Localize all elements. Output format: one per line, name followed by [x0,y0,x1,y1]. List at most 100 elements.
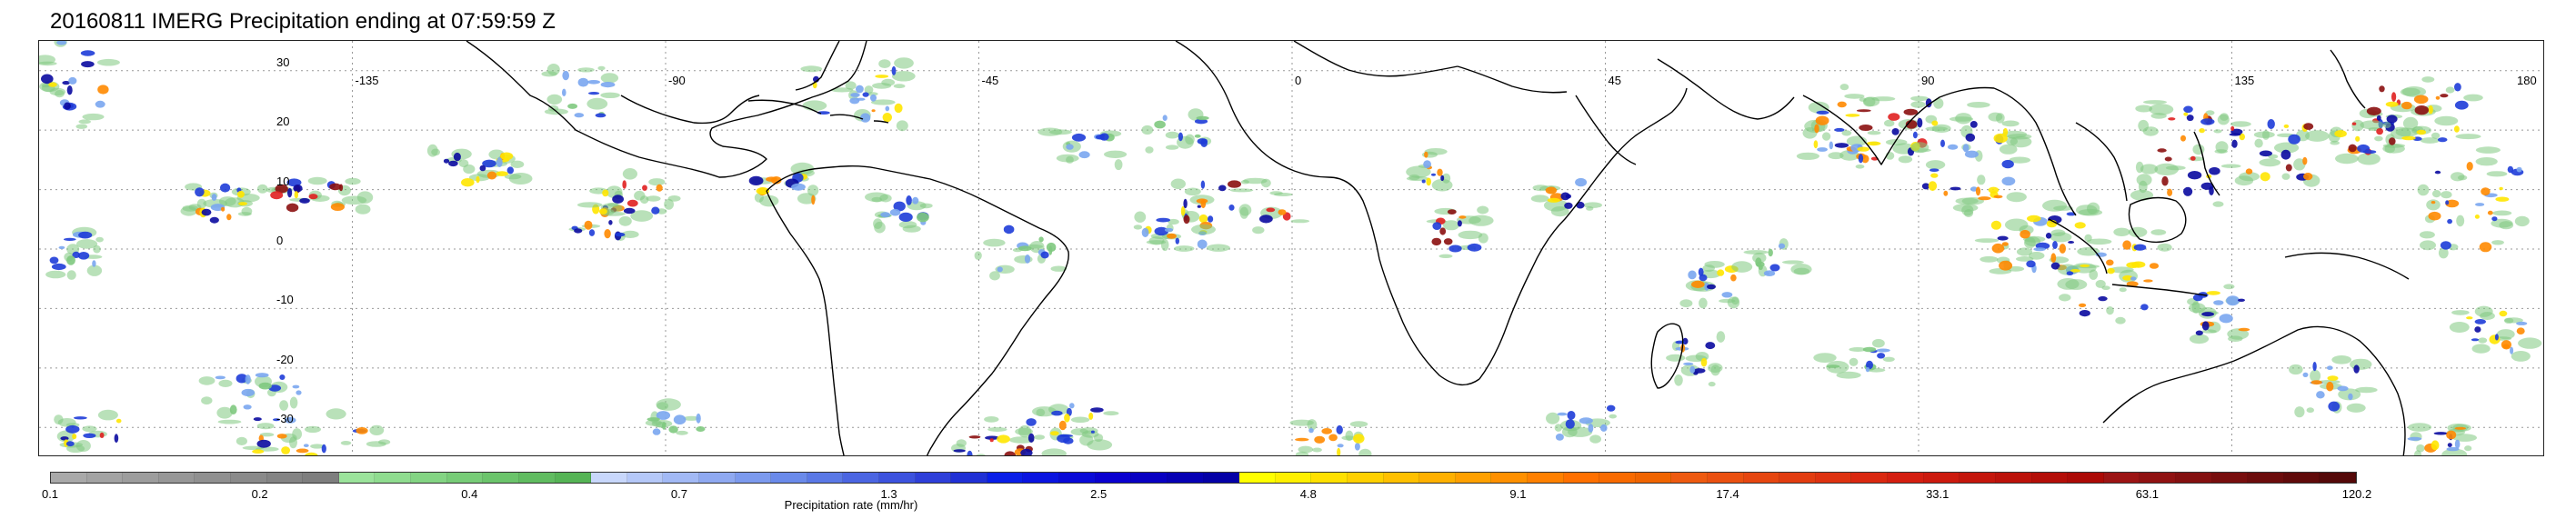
precip-cell [871,109,876,113]
precip-cell [2446,430,2457,440]
precip-cell [1191,224,1216,235]
map-canvas [39,41,2543,455]
precip-cell [896,120,908,132]
precip-cell [1154,226,1169,236]
precip-cell [2305,130,2330,142]
precip-cell [201,208,212,216]
precip-cell [2001,130,2028,138]
precip-cell [2059,244,2066,254]
precip-cell [2122,240,2131,250]
precip-cell [1910,142,1929,154]
precip-cell [1078,151,1090,159]
precip-cell [2066,271,2074,275]
precip-cell [917,212,929,223]
precip-cell [2070,269,2080,273]
precip-cell [1183,198,1188,209]
precip-cell [1024,255,1031,264]
precip-cell [2161,175,2169,186]
precip-cell [1037,127,1063,136]
precip-cell [874,221,886,234]
longitude-label: 180 [2517,74,2537,87]
precip-cell [1358,448,1372,455]
precip-cell [1917,117,1923,128]
precip-cell [577,77,589,87]
precip-cell [55,90,65,98]
precip-cell [2245,168,2253,175]
precip-cell [626,199,638,207]
precip-cell [1999,260,2013,271]
precip-cell [2454,426,2467,430]
precip-cell [1295,437,1309,442]
precip-cell [1194,134,1201,138]
precip-cell [807,185,819,196]
precip-cell [74,416,87,420]
precip-cell [51,263,66,271]
precip-cell [661,422,667,430]
precip-cell [2516,321,2528,325]
precip-cell [506,166,514,175]
precip-cell [1259,215,1273,224]
precip-cell [2303,173,2313,181]
precip-cell [93,245,101,254]
precip-cell [253,417,262,422]
precip-cell [2431,440,2440,451]
precip-cell [1769,264,1780,272]
precip-cell [865,192,888,203]
precip-cell [1855,165,1865,169]
precip-cell [1609,414,1617,419]
precip-cell [2157,148,2167,153]
precip-cell [310,444,325,449]
precip-cell [236,374,248,384]
precip-cell [486,171,497,180]
precip-cell [1206,244,1230,252]
precip-cell [2133,244,2147,251]
precip-cell [1790,264,1812,275]
precip-cell [1568,426,1593,437]
precip-cell [2335,153,2359,165]
precip-cell [45,270,66,279]
precip-cell [1165,145,1179,150]
precip-cell [2183,105,2193,114]
precip-cell [2491,240,2504,245]
precip-cell [218,379,233,387]
precip-cell [862,92,869,97]
precip-cell [891,65,897,75]
precip-cell [2499,221,2514,230]
precip-cell [1589,434,1601,444]
precip-cell [2463,94,2483,102]
colorbar-segment [807,473,844,483]
colorbar-tick-label: 0.4 [461,487,478,501]
precip-cell [673,414,687,425]
precip-cell [2327,375,2339,381]
precip-cell [453,152,461,162]
precip-cell [1731,296,1739,305]
precip-cell [1910,95,1929,102]
precip-cell [2474,319,2486,324]
precip-cell [885,105,890,112]
precip-cell [1197,205,1201,208]
precip-cell [1765,272,1769,275]
colorbar-segment [771,473,807,483]
precip-cell [2316,391,2325,399]
precip-cell [2428,211,2441,221]
precip-cell [2474,215,2480,219]
precip-cell [683,415,700,421]
precip-cell [2006,192,2027,203]
colorbar-segment [555,473,592,483]
colorbar-segment [2140,473,2176,483]
coastline-europe [1293,41,1458,77]
precip-cell [2183,186,2193,196]
precip-cell [1877,353,1886,359]
precip-cell [2466,316,2473,320]
longitude-label: -45 [981,74,999,87]
precip-cell [2457,175,2468,181]
precip-cell [1586,206,1594,211]
precip-cell [1337,444,1344,448]
precip-cell [2281,173,2290,180]
precip-cell [756,187,770,195]
precip-cell [1069,403,1075,409]
precip-cell [1004,451,1017,455]
precip-cell [2213,300,2224,305]
precip-cell [1719,298,1736,304]
precip-cell [1003,225,1015,235]
